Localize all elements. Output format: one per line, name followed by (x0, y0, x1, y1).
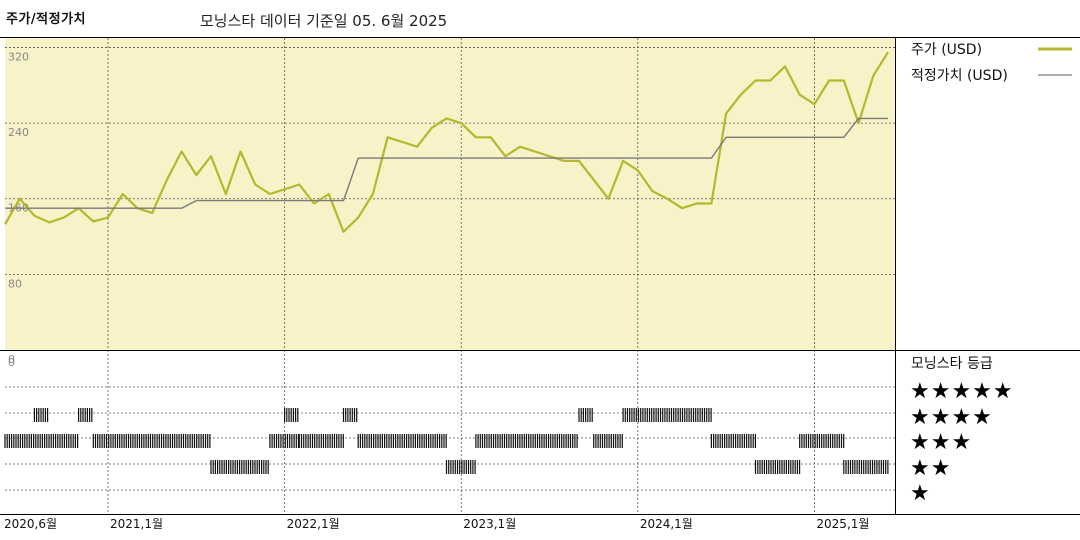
fair-value-series-line (5, 117, 888, 209)
rating-period-bar (710, 434, 757, 448)
rating-level-1-stars: ★ (910, 481, 931, 506)
y-tick-label: 320 (8, 50, 29, 63)
rating-zero-label: 0 (8, 356, 15, 369)
rating-period-bar (843, 460, 889, 474)
rating-period-bar (445, 460, 476, 474)
x-tick-label: 2024,1월 (640, 517, 693, 531)
x-tick-label: 2020,6월 (4, 517, 57, 531)
rating-period-bar (33, 408, 49, 422)
chart-title: 주가/적정가치 (6, 12, 87, 27)
rating-period-bar (475, 434, 578, 448)
y-tick-label: 240 (8, 126, 29, 139)
price-series-line (4, 51, 889, 233)
chart-subtitle: 모닝스타 데이터 기준일 05. 6월 2025 (200, 12, 448, 30)
rating-level-3-stars: ★★★ (910, 430, 972, 455)
x-tick-label: 2025,1월 (816, 517, 869, 531)
rating-star-levels: ★★★★★★★★★★★★★★★ (910, 379, 1014, 506)
rating-period-bar (754, 460, 801, 474)
rating-period-bar (593, 434, 623, 448)
x-tick-label: 2023,1월 (463, 517, 516, 531)
x-axis-ticks: 2020,6월 2021,1월 2022,1월 2023,1월 2024,1월 2025,… (4, 517, 869, 531)
rating-period-bar (298, 434, 344, 448)
rating-period-bar (4, 434, 79, 448)
rating-level-2-stars: ★★ (910, 456, 951, 481)
rating-title: 모닝스타 등급 (911, 356, 993, 372)
rating-period-bar (622, 408, 712, 422)
rating-period-bar (799, 434, 845, 448)
series-lines (4, 51, 889, 233)
grid-lines (5, 38, 895, 515)
rating-period-bar (357, 434, 447, 448)
rating-period-bar (92, 434, 211, 448)
legend-fair-label: 적정가치 (USD) (911, 68, 1008, 84)
x-tick-label: 2021,1월 (110, 517, 163, 531)
rating-bars (4, 408, 889, 474)
legend-price-label: 주가 (USD) (911, 42, 982, 58)
rating-level-4-stars: ★★★★ (910, 405, 993, 430)
y-tick-label: 80 (8, 277, 22, 290)
y-tick-label: 0 (8, 353, 15, 366)
rating-period-bar (77, 408, 93, 422)
rating-period-bar (342, 408, 358, 422)
rating-period-bar (269, 434, 300, 448)
price-panel-background (5, 38, 895, 350)
rating-period-bar (578, 408, 593, 422)
rating-period-bar (210, 460, 269, 474)
legend: 주가 (USD) 적정가치 (USD) 모닝스타 등급 (911, 42, 1072, 372)
x-tick-label: 2022,1월 (287, 517, 340, 531)
rating-level-5-stars: ★★★★★ (910, 379, 1014, 404)
rating-period-bar (284, 408, 299, 422)
